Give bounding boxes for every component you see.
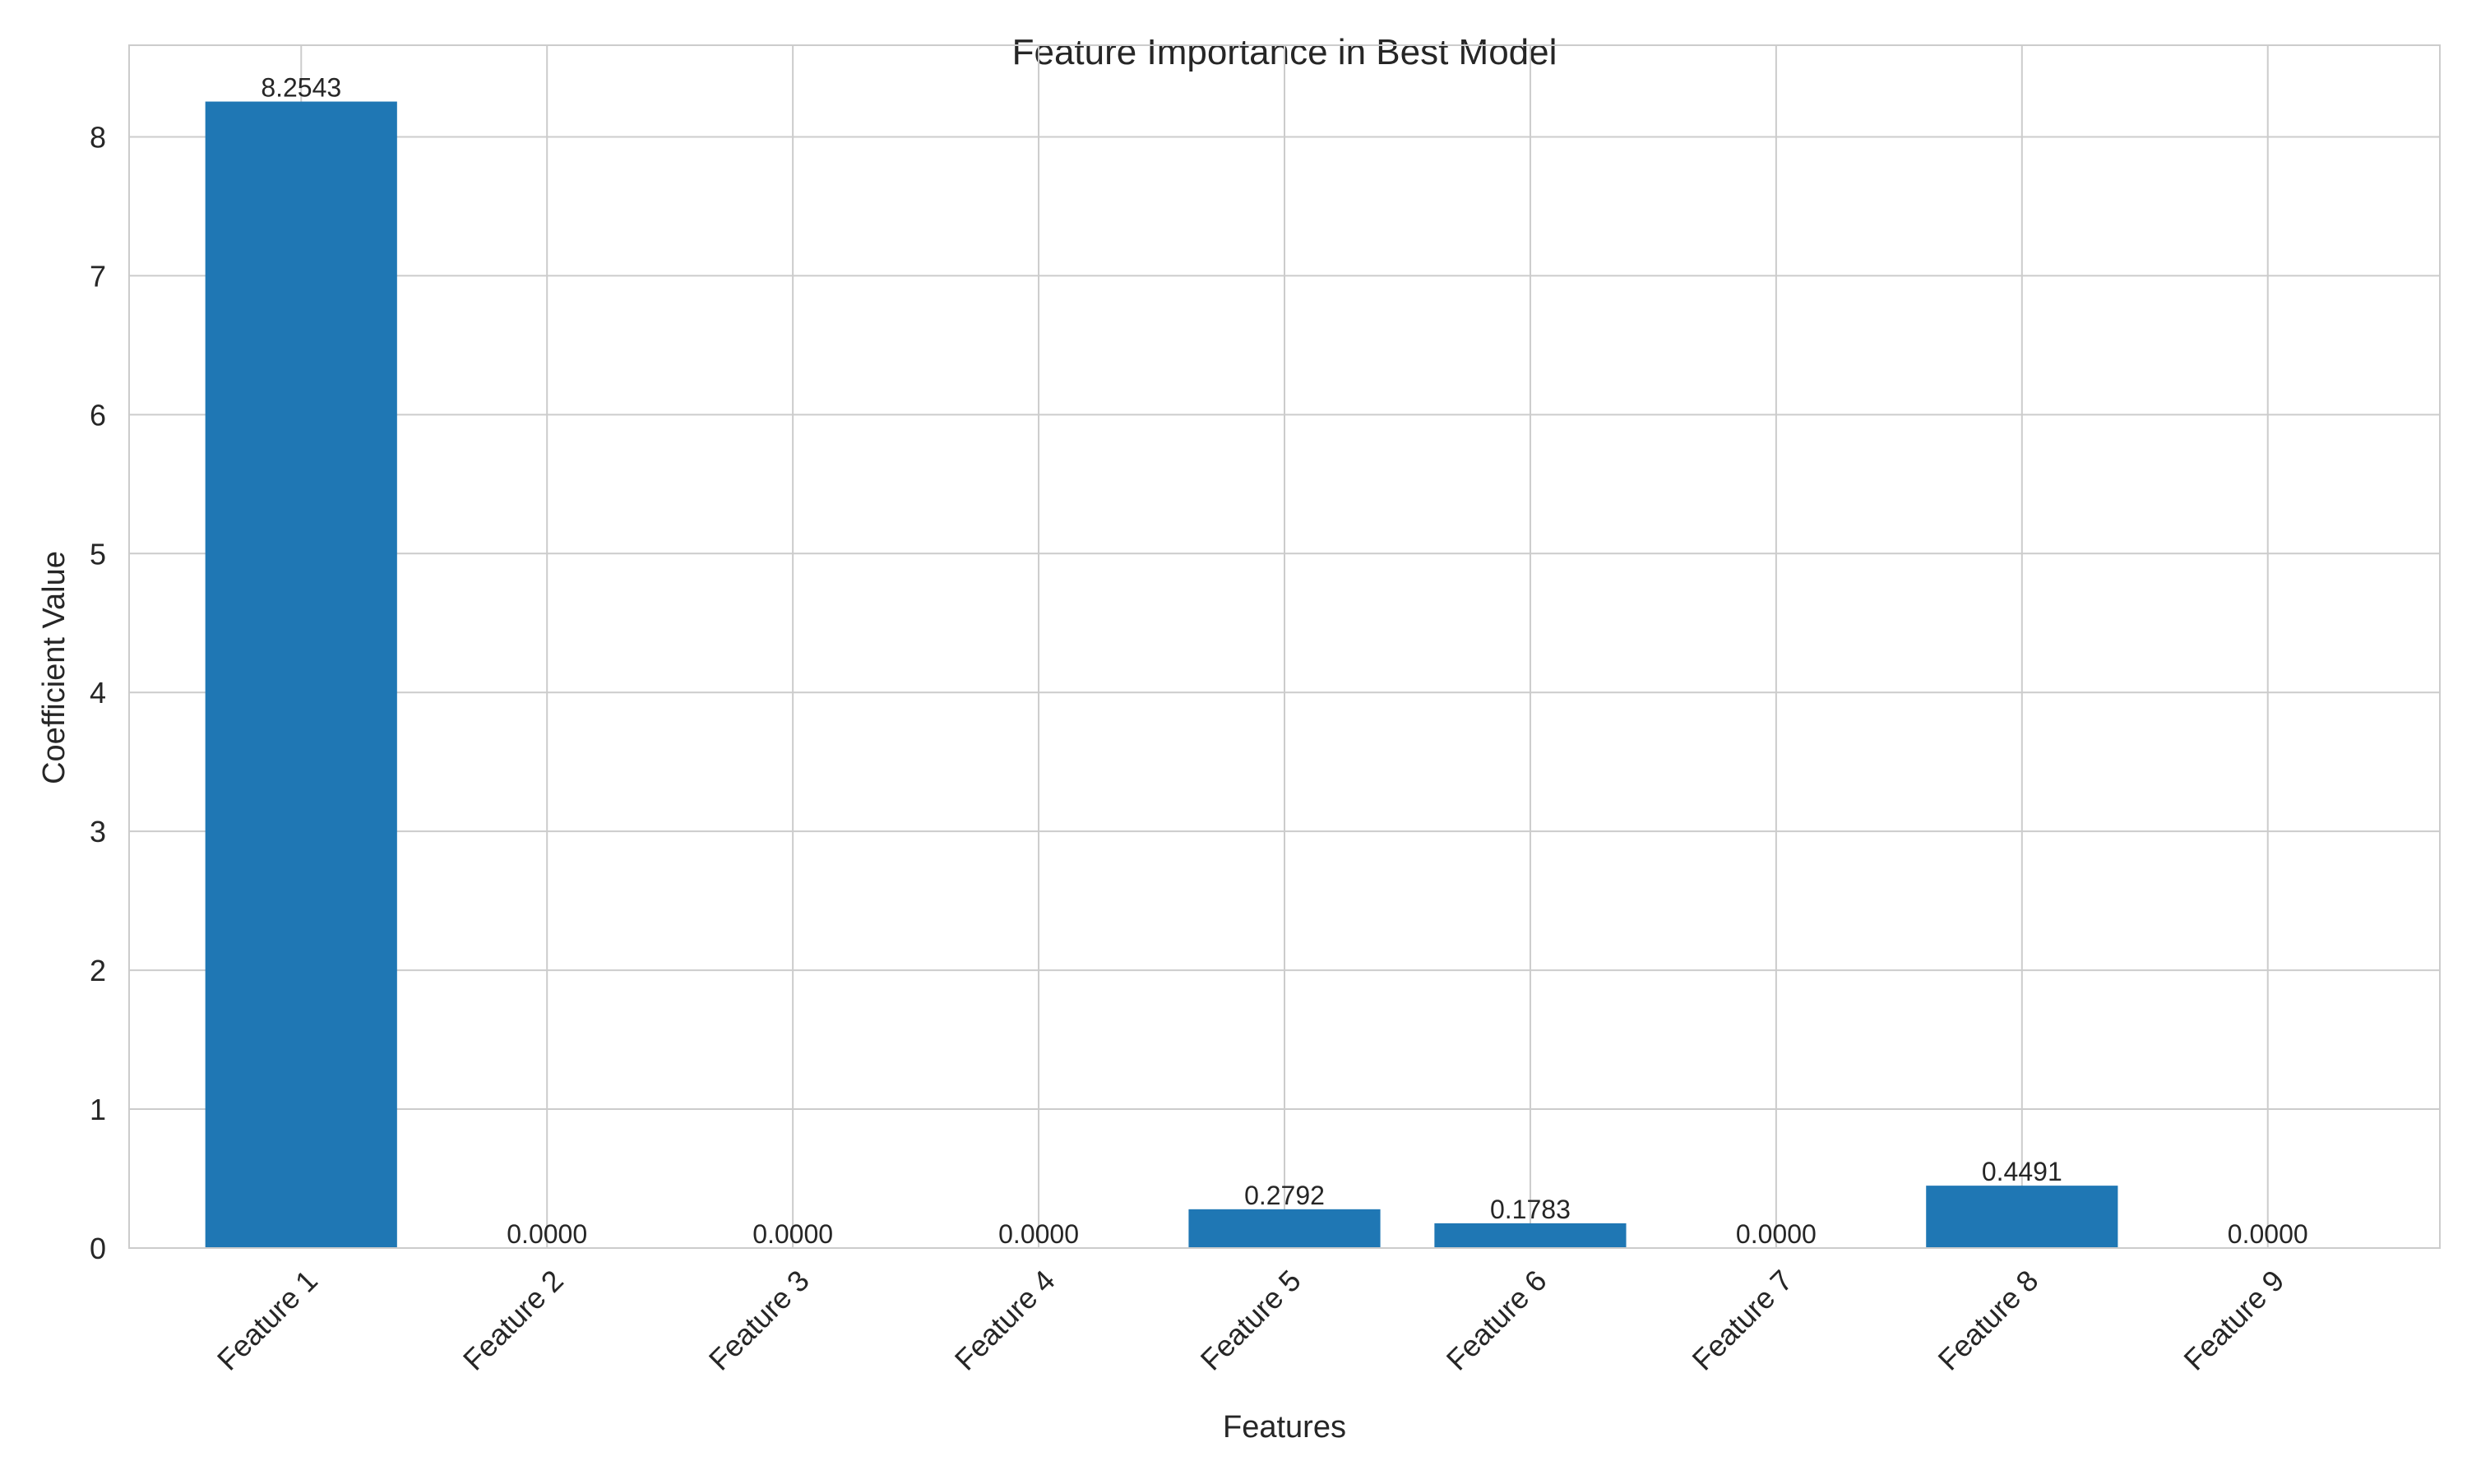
bar-value-label: 8.2543 xyxy=(261,73,341,103)
bar-value-label: 0.0000 xyxy=(752,1219,833,1249)
y-axis-label: Coefficient Value xyxy=(37,551,72,784)
x-axis-label: Features xyxy=(1223,1410,1346,1445)
bars xyxy=(205,101,2118,1249)
bar xyxy=(1188,1209,1381,1248)
x-tick-label: Feature 8 xyxy=(1932,1264,2045,1377)
y-tick-label: 2 xyxy=(90,954,106,987)
y-tick-label: 5 xyxy=(90,537,106,571)
plot-frame xyxy=(128,44,2441,1249)
bar-value-label: 0.1783 xyxy=(1490,1195,1571,1224)
x-tick-label: Feature 7 xyxy=(1686,1264,1799,1377)
x-tick-label: Feature 1 xyxy=(211,1264,324,1377)
grid-lines xyxy=(129,45,2440,1249)
x-tick-label: Feature 5 xyxy=(1194,1264,1308,1377)
bar-value-label: 0.0000 xyxy=(2228,1219,2308,1249)
bar xyxy=(1926,1186,2118,1248)
y-tick-label: 8 xyxy=(90,120,106,154)
y-tick-label: 4 xyxy=(90,676,106,710)
x-tick-label: Feature 3 xyxy=(702,1264,816,1377)
data-labels: 8.2543 0.0000 0.0000 0.0000 0.2792 0.1783 0.00… xyxy=(261,73,2307,1249)
bar-value-label: 0.0000 xyxy=(998,1219,1079,1249)
bar xyxy=(205,101,397,1249)
y-tick-label: 7 xyxy=(90,259,106,293)
bar-value-label: 0.0000 xyxy=(507,1219,587,1249)
bar-value-label: 0.4491 xyxy=(1982,1157,2062,1186)
bar-value-label: 0.0000 xyxy=(1736,1219,1817,1249)
x-axis-ticks: Feature 1 Feature 2 Feature 3 Feature 4 Feat… xyxy=(211,1264,2290,1377)
x-tick-label: Feature 9 xyxy=(2177,1264,2290,1377)
x-tick-label: Feature 2 xyxy=(456,1264,570,1377)
bar-value-label: 0.2792 xyxy=(1244,1181,1325,1210)
x-tick-label: Feature 6 xyxy=(1440,1264,1553,1377)
y-tick-label: 6 xyxy=(90,398,106,432)
y-axis-ticks: 0 1 2 3 4 5 6 7 8 xyxy=(90,120,106,1265)
bar xyxy=(1434,1223,1627,1248)
x-tick-label: Feature 4 xyxy=(948,1264,1062,1377)
y-tick-label: 1 xyxy=(90,1093,106,1126)
y-tick-label: 0 xyxy=(90,1232,106,1265)
y-tick-label: 3 xyxy=(90,815,106,848)
